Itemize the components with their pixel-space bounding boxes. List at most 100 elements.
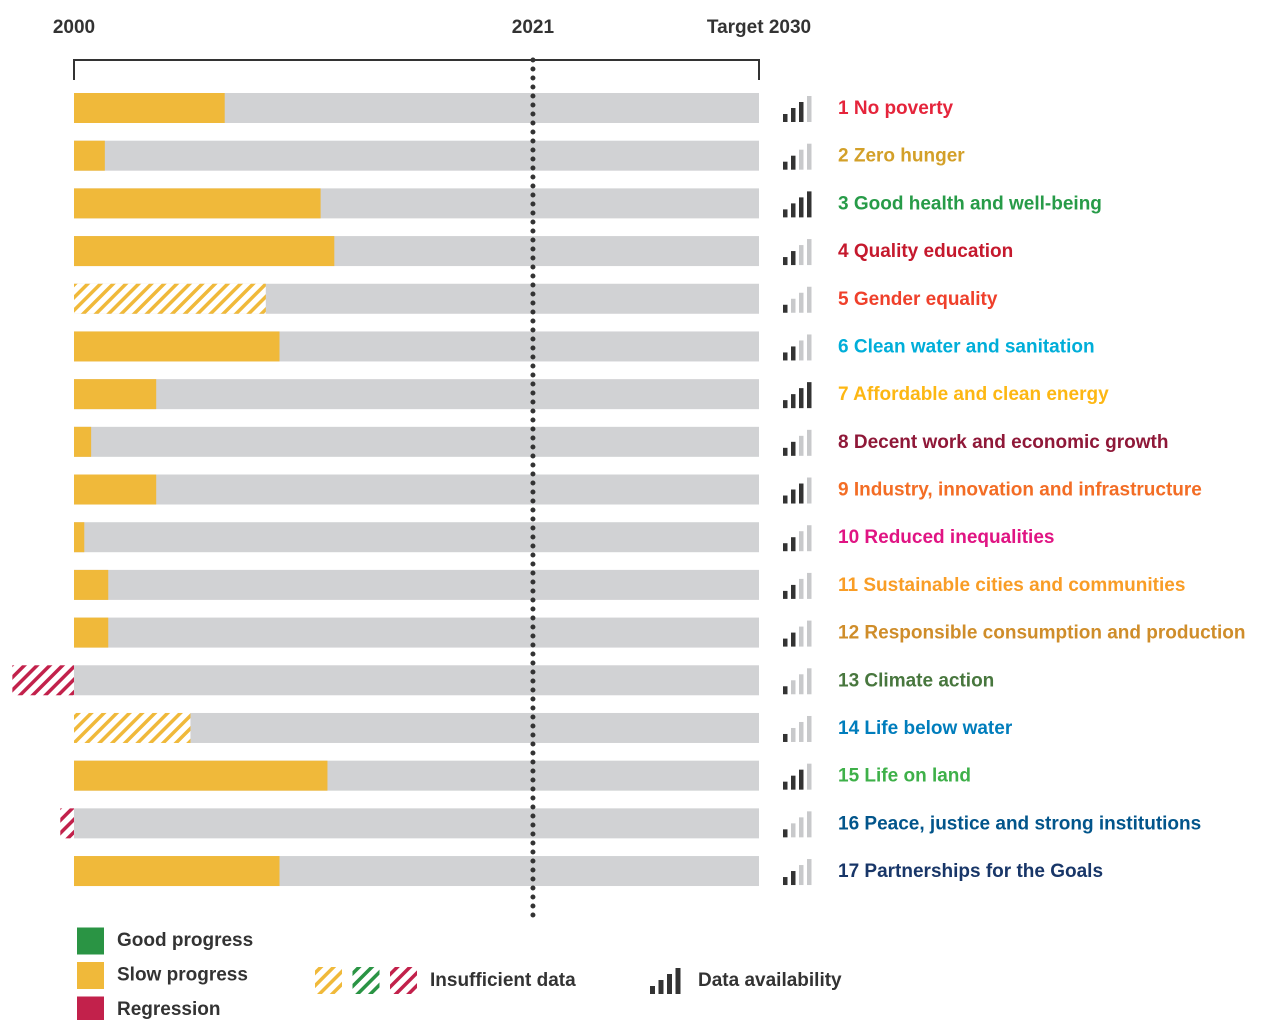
availability-bar — [799, 770, 804, 790]
availability-bar — [807, 239, 812, 265]
availability-bar — [799, 102, 804, 122]
legend-label: Regression — [117, 999, 220, 1020]
availability-bar — [791, 585, 796, 599]
legend-swatch — [77, 997, 104, 1020]
data-availability-icon — [783, 525, 812, 551]
bar — [74, 379, 156, 409]
goal-label: 7 Affordable and clean energy — [838, 384, 1109, 405]
availability-bar — [791, 490, 796, 504]
availability-bar — [791, 680, 796, 694]
availability-bar — [791, 251, 796, 265]
bar — [60, 808, 74, 838]
legend-label: Good progress — [117, 930, 253, 951]
goal-label: 9 Industry, innovation and infrastructur… — [838, 480, 1202, 501]
availability-bar — [783, 734, 788, 742]
page: {"chart_data": { "type": "progress", "xl… — [0, 0, 1274, 1020]
availability-bar — [783, 114, 788, 122]
legend-label: Insufficient data — [430, 970, 576, 991]
availability-bar — [783, 162, 788, 170]
goal-label: 14 Life below water — [838, 718, 1013, 739]
goal-label: 11 Sustainable cities and communities — [838, 575, 1185, 596]
data-availability-icon — [783, 478, 812, 504]
availability-bar — [783, 496, 788, 504]
track — [74, 379, 759, 409]
availability-bar — [799, 197, 804, 217]
availability-bar — [783, 352, 788, 360]
availability-bar — [807, 573, 812, 599]
availability-bar — [783, 639, 788, 647]
legend-label: Slow progress — [117, 965, 248, 986]
availability-bar — [791, 776, 796, 790]
data-availability-icon — [783, 144, 812, 170]
legend-availability-bar — [659, 980, 664, 994]
legend-swatch — [77, 928, 104, 955]
data-availability-icon — [783, 764, 812, 790]
data-availability-icon — [783, 239, 812, 265]
goal-label: 4 Quality education — [838, 241, 1013, 262]
track — [74, 618, 759, 648]
availability-bar — [799, 245, 804, 265]
availability-bar — [799, 388, 804, 408]
availability-bar — [807, 621, 812, 647]
data-availability-icon — [783, 191, 812, 217]
availability-bar — [791, 871, 796, 885]
availability-bar — [799, 817, 804, 837]
availability-bar — [807, 478, 812, 504]
availability-bar — [807, 859, 812, 885]
x-tick-label: Target 2030 — [707, 17, 811, 38]
availability-bar — [783, 591, 788, 599]
data-availability-icon — [783, 287, 812, 313]
availability-bar — [807, 430, 812, 456]
bar — [74, 188, 321, 218]
goal-label: 13 Climate action — [838, 670, 994, 691]
availability-bar — [783, 400, 788, 408]
track — [74, 141, 759, 171]
track — [74, 475, 759, 505]
availability-bar — [807, 144, 812, 170]
availability-bar — [791, 823, 796, 837]
bar — [74, 856, 280, 886]
goal-label: 8 Decent work and economic growth — [838, 432, 1168, 453]
legend-hatch — [353, 967, 380, 994]
data-availability-icon — [783, 859, 812, 885]
availability-bar — [783, 686, 788, 694]
bar — [74, 93, 225, 123]
availability-bar — [791, 728, 796, 742]
legend-availability-bar — [650, 986, 655, 994]
x-tick-label: 2000 — [53, 17, 95, 38]
bar — [74, 331, 280, 361]
legend-availability-bar — [667, 974, 672, 994]
availability-bar — [791, 394, 796, 408]
goal-label: 3 Good health and well-being — [838, 193, 1102, 214]
availability-bar — [799, 627, 804, 647]
availability-bar — [807, 764, 812, 790]
availability-bar — [791, 156, 796, 170]
track — [74, 665, 759, 695]
legend-hatch — [390, 967, 417, 994]
data-availability-icon — [783, 716, 812, 742]
availability-bar — [791, 537, 796, 551]
availability-bar — [799, 579, 804, 599]
availability-bar — [807, 334, 812, 360]
data-availability-icon — [783, 334, 812, 360]
availability-bar — [799, 531, 804, 551]
data-availability-icon — [783, 668, 812, 694]
bar — [74, 475, 156, 505]
availability-bar — [783, 782, 788, 790]
availability-bar — [783, 305, 788, 313]
data-availability-icon — [783, 430, 812, 456]
bar — [74, 284, 266, 314]
availability-bar — [807, 668, 812, 694]
availability-bar — [799, 484, 804, 504]
goal-label: 12 Responsible consumption and productio… — [838, 623, 1245, 644]
availability-bar — [799, 865, 804, 885]
availability-bar — [807, 811, 812, 837]
availability-bar — [783, 257, 788, 265]
availability-bar — [791, 203, 796, 217]
data-availability-icon — [783, 573, 812, 599]
availability-bar — [783, 209, 788, 217]
availability-bar — [799, 674, 804, 694]
availability-bar — [799, 436, 804, 456]
availability-bar — [783, 543, 788, 551]
bar — [74, 618, 108, 648]
